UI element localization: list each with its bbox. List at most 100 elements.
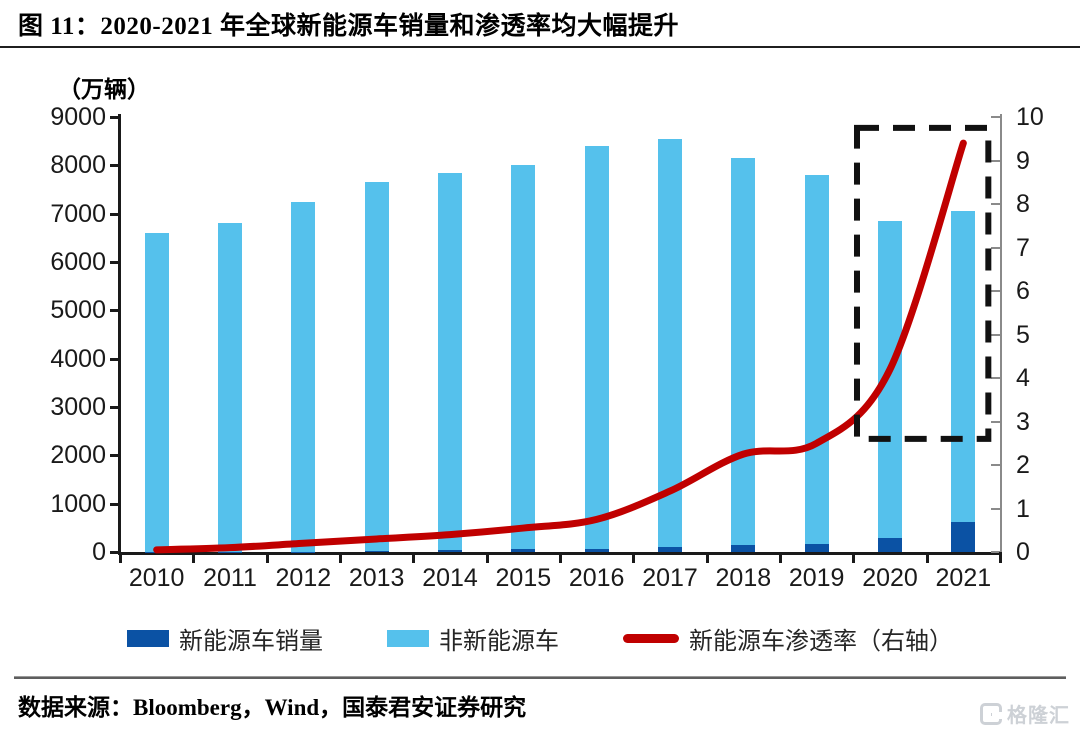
bar-non-nev-2021 (951, 211, 976, 522)
axis-tick (110, 551, 118, 554)
x-axis-label: 2013 (348, 564, 405, 592)
axis-tick (110, 502, 118, 506)
non-nev-swatch-icon (387, 629, 429, 647)
x-axis-label: 2014 (422, 564, 478, 592)
data-source-text: 数据来源：Bloomberg，Wind，国泰君安证券研究 (18, 695, 527, 720)
right-axis-label: 5 (1016, 320, 1030, 349)
x-axis-label: 2021 (935, 564, 992, 592)
axis-tick (110, 309, 118, 313)
bar-non-nev-2013 (364, 182, 389, 552)
bar-nev-sales-2017 (658, 546, 682, 552)
axis-tick (991, 159, 1000, 162)
x-axis-label: 2011 (203, 564, 257, 592)
figure-title: 图 11：2020-2021 年全球新能源车销量和渗透率均大幅提升 (18, 13, 679, 40)
legend-label: 新能源车销量 (179, 628, 323, 655)
axis-tick (119, 552, 122, 563)
right-axis-label: 4 (1016, 364, 1030, 392)
axis-tick (991, 464, 1000, 466)
axis-tick (991, 377, 1000, 379)
nev-sales-swatch-icon (127, 629, 169, 647)
axis-tick (991, 420, 1000, 423)
axis-tick (991, 507, 1000, 510)
watermark-text: 格隆汇 (1007, 705, 1070, 727)
bar-non-nev-2019 (804, 175, 829, 544)
x-axis-label: 2012 (275, 564, 332, 592)
axis-tick (485, 552, 489, 563)
right-axis-spine (1000, 114, 1002, 555)
axis-tick (192, 552, 196, 563)
y-axis-label: 3000 (50, 393, 106, 421)
x-axis-label: 2019 (788, 564, 845, 592)
bar-nev-sales-2019 (804, 543, 829, 552)
bar-nev-sales-2020 (878, 537, 902, 552)
gelonghui-logo-icon (980, 702, 1002, 725)
bar-nev-sales-2021 (951, 521, 976, 552)
bar-non-nev-2011 (218, 223, 242, 552)
bar-non-nev-2010 (144, 233, 169, 552)
axis-tick (779, 552, 782, 563)
bar-nev-sales-2014 (438, 550, 462, 552)
bar-non-nev-2016 (584, 146, 609, 549)
watermark: 格隆汇 (980, 699, 1070, 728)
y-axis-spine (118, 114, 121, 555)
title-divider (0, 46, 1080, 48)
x-axis-label: 2016 (568, 564, 625, 592)
y-axis-label: 1000 (50, 489, 106, 518)
x-axis-label: 2020 (862, 564, 918, 592)
bar-nev-sales-2013 (364, 551, 389, 552)
axis-tick (110, 261, 118, 264)
axis-tick (412, 552, 416, 563)
axis-tick (559, 552, 562, 563)
chart-legend: 新能源车销量 非新能源车 新能源车渗透率（右轴） (90, 618, 990, 658)
footer-divider (14, 676, 1066, 679)
right-axis-label: 10 (1016, 103, 1044, 131)
y-axis-label: 7000 (50, 199, 106, 228)
axis-tick (991, 203, 1000, 205)
bar-nev-sales-2015 (511, 549, 536, 552)
axis-tick (632, 552, 636, 563)
legend-item-non-nev: 非新能源车 (387, 621, 559, 656)
axis-tick (991, 290, 1000, 292)
bar-non-nev-2017 (658, 138, 682, 547)
axis-tick (991, 333, 1000, 336)
legend-item-penetration: 新能源车渗透率（右轴） (623, 621, 953, 656)
axis-tick (339, 552, 342, 563)
axis-tick (925, 552, 929, 563)
axis-tick (991, 551, 1000, 553)
right-axis-label: 2 (1016, 451, 1030, 479)
y-axis-label: 5000 (50, 296, 106, 325)
axis-tick (265, 552, 269, 563)
x-axis-label: 2017 (642, 564, 698, 592)
x-axis-label: 2018 (715, 564, 772, 592)
y-axis-label: 6000 (50, 248, 106, 276)
y-axis-label: 2000 (50, 441, 106, 470)
axis-tick (705, 552, 709, 563)
right-axis-label: 3 (1016, 407, 1030, 436)
right-axis-label: 6 (1016, 277, 1030, 305)
legend-item-nev-sales: 新能源车销量 (127, 621, 323, 656)
penetration-rate-line (153, 139, 967, 554)
right-axis-label: 7 (1016, 233, 1030, 262)
bar-non-nev-2012 (291, 201, 316, 552)
axis-tick (999, 552, 1002, 563)
bar-nev-sales-2018 (731, 544, 756, 552)
bar-nev-sales-2016 (584, 548, 609, 552)
axis-tick (991, 246, 1000, 249)
bar-non-nev-2014 (438, 172, 462, 551)
axis-tick (991, 116, 1000, 118)
x-axis-label: 2015 (495, 564, 552, 592)
axis-tick (110, 212, 118, 216)
x-axis-label: 2010 (128, 564, 185, 592)
right-axis-label: 8 (1016, 190, 1030, 218)
y-axis-label: 9000 (50, 103, 106, 131)
bar-non-nev-2015 (511, 165, 536, 550)
right-axis-label: 1 (1016, 494, 1030, 523)
axis-tick (110, 164, 118, 168)
axis-tick (110, 454, 118, 458)
y-axis-label: 4000 (50, 344, 106, 373)
left-axis-unit: （万辆） (58, 77, 150, 102)
penetration-line-swatch-icon (623, 633, 679, 643)
legend-label: 新能源车渗透率（右轴） (689, 628, 953, 655)
bar-non-nev-2018 (731, 158, 756, 545)
